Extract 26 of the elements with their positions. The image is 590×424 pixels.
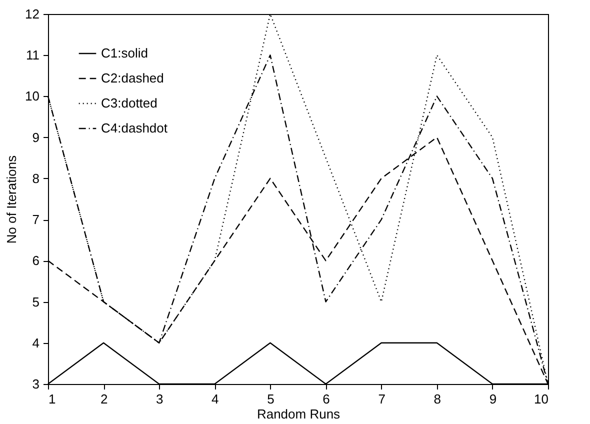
- x-tick-label: 6: [322, 392, 330, 406]
- x-tick-label: 8: [434, 392, 442, 406]
- x-axis-title: Random Runs: [256, 406, 341, 422]
- legend-label: C3:dotted: [101, 96, 158, 110]
- y-tick-label: 6: [32, 253, 40, 268]
- y-tick-label: 11: [26, 48, 40, 63]
- y-tick-label: 4: [32, 335, 40, 350]
- y-tick-label: 8: [32, 170, 40, 186]
- x-tick-label: 9: [489, 392, 497, 406]
- x-tick-label: 1: [48, 392, 56, 406]
- y-tick-label: 12: [25, 6, 40, 22]
- x-tick-label: 4: [212, 392, 219, 406]
- y-tick-label: 9: [32, 130, 40, 145]
- y-tick-label: 5: [32, 294, 40, 310]
- y-tick-label: 7: [32, 212, 40, 228]
- legend-label: C2:dashed: [101, 70, 164, 86]
- x-tick-label: 10: [534, 392, 548, 406]
- legend-label: C1:solid: [101, 46, 148, 60]
- y-tick-label: 3: [32, 376, 40, 392]
- x-tick-label: 5: [267, 392, 274, 406]
- x-tick-label: 3: [156, 392, 164, 406]
- y-axis-title: No of Iterations: [4, 154, 20, 244]
- x-tick-label: 2: [100, 392, 108, 406]
- x-tick-label: 7: [378, 392, 386, 406]
- y-tick-label: 10: [25, 88, 40, 104]
- legend-label: C4:dashdot: [101, 120, 168, 136]
